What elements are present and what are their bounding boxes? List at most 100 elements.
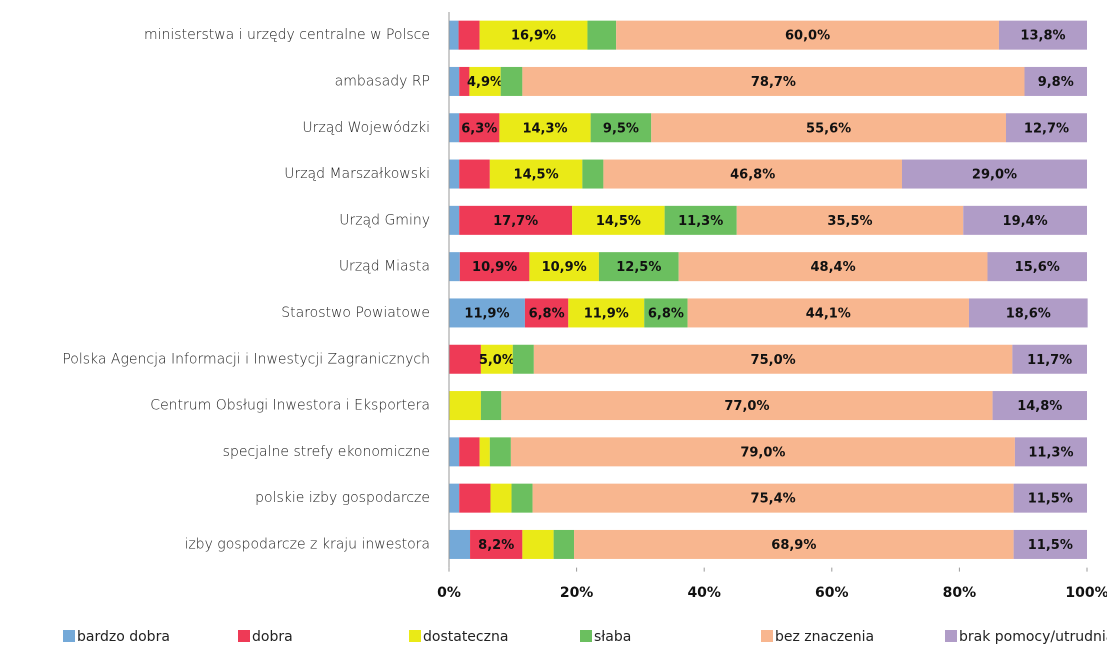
data-label: 10,9% bbox=[542, 260, 587, 275]
data-label: 17,7% bbox=[493, 214, 538, 229]
bar-segment bbox=[1014, 437, 1087, 467]
bar-segment bbox=[489, 437, 511, 467]
bar-segment bbox=[582, 159, 604, 189]
legend-swatch bbox=[409, 630, 421, 642]
data-label: 6,8% bbox=[529, 306, 565, 321]
legend-label: dostateczna bbox=[423, 629, 508, 645]
category-label: Starostwo Powiatowe bbox=[281, 305, 430, 321]
bar-segment bbox=[533, 344, 1013, 374]
legend-swatch bbox=[945, 630, 957, 642]
bar-segment bbox=[501, 391, 993, 421]
bar-segment bbox=[1013, 483, 1087, 513]
data-label: 19,4% bbox=[1003, 214, 1048, 229]
data-label: 11,3% bbox=[1028, 445, 1073, 460]
bar-segment bbox=[449, 20, 459, 50]
bar-segment bbox=[664, 205, 737, 235]
bar-segment bbox=[470, 529, 523, 559]
bar-segment bbox=[736, 205, 964, 235]
data-label: 29,0% bbox=[972, 168, 1017, 183]
bar-segment bbox=[651, 113, 1006, 143]
bar-segment bbox=[449, 437, 460, 467]
bar-segment bbox=[590, 113, 652, 143]
category-label: ministerstwa i urzędy centralne w Polsce bbox=[144, 27, 430, 43]
data-label: 79,0% bbox=[740, 445, 785, 460]
bar-segment bbox=[524, 298, 569, 328]
data-label: 12,7% bbox=[1024, 121, 1069, 136]
x-tick-label: 0% bbox=[437, 585, 461, 601]
bar-segment bbox=[449, 483, 460, 513]
bar-segment bbox=[529, 252, 599, 282]
bar-segment bbox=[458, 20, 480, 50]
bar-segment bbox=[479, 437, 490, 467]
data-label: 60,0% bbox=[785, 29, 830, 44]
data-label: 4,9% bbox=[467, 75, 503, 90]
bar-segment bbox=[968, 298, 1088, 328]
legend-swatch bbox=[238, 630, 250, 642]
data-label: 9,8% bbox=[1038, 75, 1074, 90]
bar-segment bbox=[1012, 344, 1087, 374]
legend-swatch bbox=[761, 630, 773, 642]
bar-segment bbox=[459, 252, 530, 282]
bar-segment bbox=[480, 344, 513, 374]
data-label: 8,2% bbox=[478, 538, 514, 553]
category-label: izby gospodarcze z kraju inwestora bbox=[184, 536, 430, 552]
category-label: specjalne strefy ekonomiczne bbox=[223, 444, 430, 460]
category-label: Urząd Gminy bbox=[339, 212, 430, 228]
bar-segment bbox=[499, 113, 591, 143]
bar-segment bbox=[587, 20, 617, 50]
legend-label: słaba bbox=[594, 629, 631, 645]
bar-segment bbox=[459, 113, 500, 143]
data-label: 15,6% bbox=[1015, 260, 1060, 275]
bar-segment bbox=[574, 529, 1014, 559]
data-label: 11,3% bbox=[678, 214, 723, 229]
data-label: 16,9% bbox=[511, 29, 556, 44]
data-label: 48,4% bbox=[811, 260, 856, 275]
bar-segment bbox=[459, 483, 491, 513]
bar-segment bbox=[553, 529, 575, 559]
bar-segment bbox=[1024, 66, 1087, 96]
data-label: 75,4% bbox=[751, 492, 796, 507]
bar-segment bbox=[568, 298, 645, 328]
data-label: 78,7% bbox=[751, 75, 796, 90]
bar-segment bbox=[512, 344, 534, 374]
bar-segment bbox=[522, 66, 1025, 96]
data-label: 14,5% bbox=[596, 214, 641, 229]
data-label: 44,1% bbox=[806, 306, 851, 321]
data-label: 11,5% bbox=[1028, 538, 1073, 553]
bar-segment bbox=[992, 391, 1087, 421]
bar-segment bbox=[616, 20, 999, 50]
category-label: Centrum Obsługi Inwestora i Eksportera bbox=[150, 398, 430, 414]
bar-segment bbox=[459, 205, 573, 235]
data-label: 13,8% bbox=[1020, 29, 1065, 44]
data-label: 77,0% bbox=[724, 399, 769, 414]
legend-label: bardzo dobra bbox=[77, 629, 170, 645]
bar-segment bbox=[510, 437, 1015, 467]
bar-segment bbox=[511, 483, 533, 513]
bar-segment bbox=[490, 483, 512, 513]
bar-segment bbox=[449, 391, 481, 421]
bar-segment bbox=[449, 529, 471, 559]
data-label: 14,5% bbox=[514, 168, 559, 183]
x-tick-label: 40% bbox=[687, 585, 721, 601]
category-label: polskie izby gospodarcze bbox=[255, 490, 430, 506]
bar-segment bbox=[987, 252, 1087, 282]
bar-segment bbox=[449, 66, 460, 96]
bar-segment bbox=[449, 205, 460, 235]
data-label: 11,9% bbox=[584, 306, 629, 321]
data-label: 14,8% bbox=[1017, 399, 1062, 414]
bar-segment bbox=[449, 113, 460, 143]
legend-swatch bbox=[63, 630, 75, 642]
category-label: ambasady RP bbox=[335, 73, 430, 89]
legend-swatch bbox=[580, 630, 592, 642]
x-tick-label: 20% bbox=[560, 585, 594, 601]
bar-segment bbox=[963, 205, 1087, 235]
bar-segment bbox=[449, 252, 460, 282]
bar-segment bbox=[489, 159, 583, 189]
bar-segment bbox=[678, 252, 988, 282]
data-label: 11,7% bbox=[1027, 353, 1072, 368]
data-label: 35,5% bbox=[827, 214, 872, 229]
bar-segment bbox=[522, 529, 554, 559]
bar-segment bbox=[469, 66, 501, 96]
data-label: 6,3% bbox=[461, 121, 497, 136]
